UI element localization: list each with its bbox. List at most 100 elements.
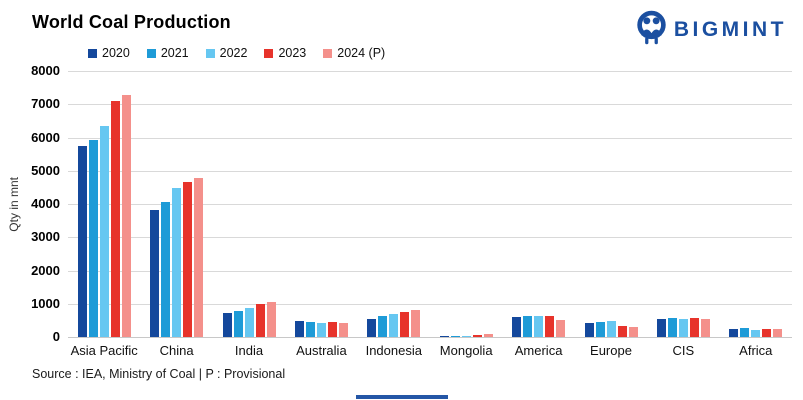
y-tick-label: 5000 — [31, 162, 60, 178]
bigmint-logo-text: BIGMINT — [673, 18, 787, 41]
legend-swatch — [88, 48, 97, 58]
gridline — [68, 337, 792, 338]
y-tick-label: 6000 — [31, 129, 60, 145]
x-axis-label-africa: Africa — [739, 343, 773, 358]
bar-2023-europe — [617, 326, 627, 337]
gridline — [68, 104, 792, 106]
bar-2020-cis — [656, 319, 666, 337]
bar-2020-china — [150, 209, 160, 337]
bar-2020-indonesia — [367, 318, 377, 337]
bar-2021-indonesia — [378, 316, 388, 337]
bar-2020-mongolia — [439, 335, 449, 337]
bar-2020-africa — [729, 329, 739, 337]
gridline — [68, 204, 792, 205]
legend-label: 2023 — [278, 46, 307, 60]
gridline — [68, 270, 792, 272]
x-axis-label-europe: Europe — [590, 343, 632, 358]
bar-2022-europe — [606, 320, 616, 337]
bar-2024P-africa — [773, 329, 783, 337]
bar-2022-asia-pacific — [99, 125, 109, 337]
legend-label: 2022 — [219, 46, 248, 60]
bar-2023-africa — [762, 328, 772, 337]
bigmint-logo-icon — [636, 9, 667, 51]
legend-item-2024P: 2024 (P) — [323, 46, 385, 60]
bar-2022-america — [534, 315, 544, 337]
bar-2021-asia-pacific — [88, 139, 98, 337]
legend-swatch — [146, 48, 156, 58]
bar-2024P-cis — [700, 318, 710, 337]
y-tick-label: 2000 — [31, 262, 60, 278]
y-tick-label: 0 — [52, 329, 60, 344]
bar-2020-australia — [294, 321, 304, 337]
gridline — [68, 137, 792, 139]
bar-2022-australia — [316, 323, 326, 337]
bar-2020-asia-pacific — [77, 145, 87, 337]
y-tick-label: 1000 — [31, 295, 60, 311]
legend-label: 2020 — [102, 46, 130, 60]
bigmint-logo: BIGMINT — [636, 9, 787, 51]
bar-2021-america — [523, 315, 533, 337]
bar-2021-australia — [305, 322, 315, 337]
legend-swatch — [323, 48, 333, 58]
gridline — [68, 237, 792, 239]
y-tick-label: 8000 — [31, 63, 60, 78]
bar-2023-asia-pacific — [110, 100, 120, 337]
bar-2024P-asia-pacific — [121, 94, 131, 337]
bar-2021-europe — [595, 322, 605, 337]
bar-2024P-america — [556, 320, 566, 337]
bar-2023-australia — [327, 322, 337, 337]
x-axis-label-mongolia: Mongolia — [439, 343, 493, 358]
legend-swatch — [205, 48, 215, 58]
x-axis-label-china: China — [159, 343, 194, 358]
bar-2021-mongolia — [450, 336, 460, 337]
x-axis-label-australia: Australia — [296, 343, 347, 358]
bar-2021-cis — [667, 318, 677, 337]
bar-2022-india — [244, 307, 254, 337]
chart-legend: 2020 2021 2022 2023 2024 (P) — [88, 46, 385, 60]
legend-label: 2024 (P) — [337, 46, 386, 60]
bar-2020-india — [222, 313, 232, 337]
x-axis-label-cis: CIS — [672, 343, 695, 358]
legend-item-2020: 2020 — [88, 46, 130, 60]
bar-2023-india — [255, 304, 265, 337]
bar-2022-china — [172, 187, 182, 337]
gridline — [68, 303, 792, 305]
y-tick-label: 3000 — [31, 229, 60, 245]
bar-2021-india — [233, 311, 243, 337]
bar-2020-america — [512, 317, 522, 337]
bar-2022-indonesia — [389, 314, 399, 337]
bar-2024P-china — [194, 178, 204, 337]
legend-item-2022: 2022 — [205, 46, 248, 60]
bar-2023-mongolia — [472, 334, 482, 337]
footer-accent-bar — [356, 395, 448, 399]
bar-2022-mongolia — [461, 335, 471, 337]
legend-label: 2021 — [160, 46, 189, 60]
x-axis-label-america: America — [514, 343, 563, 358]
bar-2024P-australia — [338, 322, 348, 337]
bar-2023-america — [545, 316, 555, 337]
legend-item-2023: 2023 — [264, 46, 306, 60]
bar-2022-africa — [751, 330, 761, 337]
bar-2024P-india — [266, 301, 276, 337]
legend-swatch — [264, 48, 274, 58]
bar-2021-africa — [740, 328, 750, 337]
bar-2023-china — [183, 182, 193, 337]
x-axis-label-asia-pacific: Asia Pacific — [70, 343, 138, 358]
bar-2020-europe — [584, 323, 594, 337]
bar-2023-cis — [689, 317, 699, 337]
bar-2024P-europe — [628, 327, 638, 337]
x-axis-label-indonesia: Indonesia — [365, 343, 422, 358]
y-tick-label: 4000 — [31, 196, 60, 211]
bar-2023-indonesia — [400, 311, 410, 337]
page-title: World Coal Production — [32, 12, 231, 32]
gridline — [68, 71, 792, 72]
bar-2024P-indonesia — [411, 309, 421, 337]
source-note: Source : IEA, Ministry of Coal | P : Pro… — [32, 367, 286, 381]
gridline — [68, 170, 792, 172]
bar-2021-china — [161, 202, 171, 337]
legend-item-2021: 2021 — [146, 46, 189, 60]
bar-2024P-mongolia — [483, 334, 493, 337]
y-tick-label: 7000 — [31, 96, 60, 112]
bar-2022-cis — [678, 319, 688, 337]
